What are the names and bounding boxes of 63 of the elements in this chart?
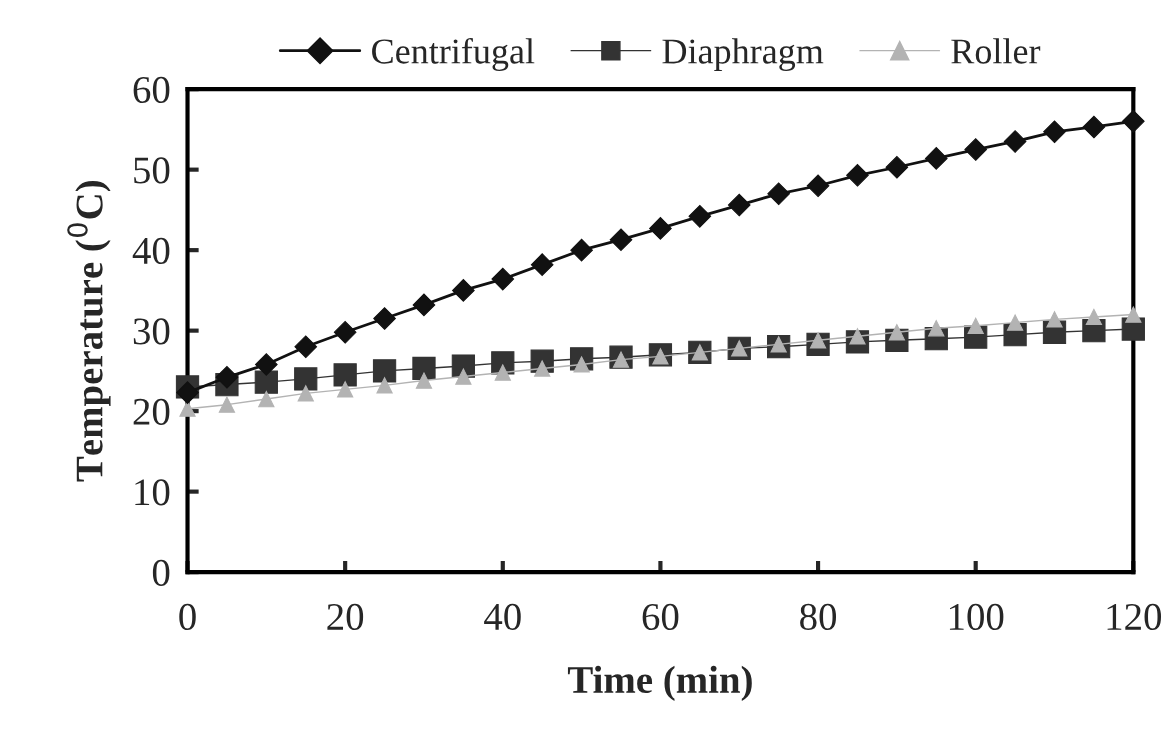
point bbox=[455, 368, 472, 385]
y-tick-label: 10 bbox=[135, 479, 170, 506]
point bbox=[885, 155, 909, 179]
y-tick-label: 20 bbox=[133, 398, 170, 425]
x-tick-label: 100 bbox=[949, 603, 1004, 631]
point bbox=[215, 366, 239, 389]
point bbox=[928, 320, 945, 337]
point bbox=[452, 279, 475, 302]
point bbox=[297, 385, 314, 402]
x-tick-label: 60 bbox=[642, 603, 679, 631]
point bbox=[1006, 314, 1024, 331]
point bbox=[373, 307, 396, 330]
point bbox=[412, 293, 436, 317]
point bbox=[494, 364, 511, 381]
point bbox=[255, 353, 278, 376]
point bbox=[218, 396, 236, 413]
y-tick-label: 40 bbox=[132, 237, 170, 265]
point bbox=[530, 253, 554, 276]
point bbox=[1046, 311, 1063, 328]
point bbox=[570, 238, 593, 262]
point bbox=[1122, 110, 1145, 133]
x-tick-label: 20 bbox=[327, 603, 364, 631]
y-axis-title: Temperature ($^{0}$C) bbox=[67, 181, 111, 482]
point bbox=[806, 174, 830, 198]
legend-label: Diaphragm bbox=[662, 38, 824, 72]
point bbox=[727, 193, 751, 217]
point bbox=[254, 370, 278, 394]
legend-label: Roller bbox=[951, 38, 1041, 64]
point bbox=[688, 205, 712, 228]
point bbox=[333, 363, 357, 387]
y-tick-label: 60 bbox=[133, 76, 170, 104]
point bbox=[967, 317, 984, 334]
point bbox=[491, 267, 515, 291]
x-tick-label: 80 bbox=[800, 603, 837, 631]
point bbox=[846, 163, 869, 187]
point bbox=[337, 381, 354, 398]
point bbox=[1082, 115, 1106, 139]
point bbox=[376, 377, 393, 394]
point bbox=[294, 335, 318, 359]
legend-label: Centrifugal bbox=[372, 37, 535, 72]
point bbox=[1125, 306, 1142, 323]
point bbox=[924, 147, 948, 170]
point bbox=[415, 372, 433, 389]
point bbox=[258, 390, 275, 408]
point bbox=[294, 367, 318, 391]
point bbox=[1043, 120, 1066, 144]
y-tick-label: 50 bbox=[134, 157, 170, 184]
point bbox=[649, 217, 672, 240]
point bbox=[372, 359, 397, 383]
point bbox=[1003, 130, 1027, 153]
point bbox=[964, 138, 988, 161]
y-tick-label: 0 bbox=[152, 559, 170, 586]
point bbox=[767, 182, 790, 206]
point bbox=[176, 381, 199, 404]
x-axis-title: Time (min) bbox=[567, 665, 752, 701]
point bbox=[333, 320, 357, 344]
x-tick-label: 40 bbox=[484, 603, 521, 631]
point bbox=[609, 228, 633, 251]
x-tick-label: 0 bbox=[179, 603, 196, 631]
y-tick-label: 30 bbox=[133, 318, 170, 345]
point bbox=[1085, 308, 1103, 326]
point bbox=[412, 356, 436, 381]
x-tick-label: 120 bbox=[1107, 603, 1162, 631]
